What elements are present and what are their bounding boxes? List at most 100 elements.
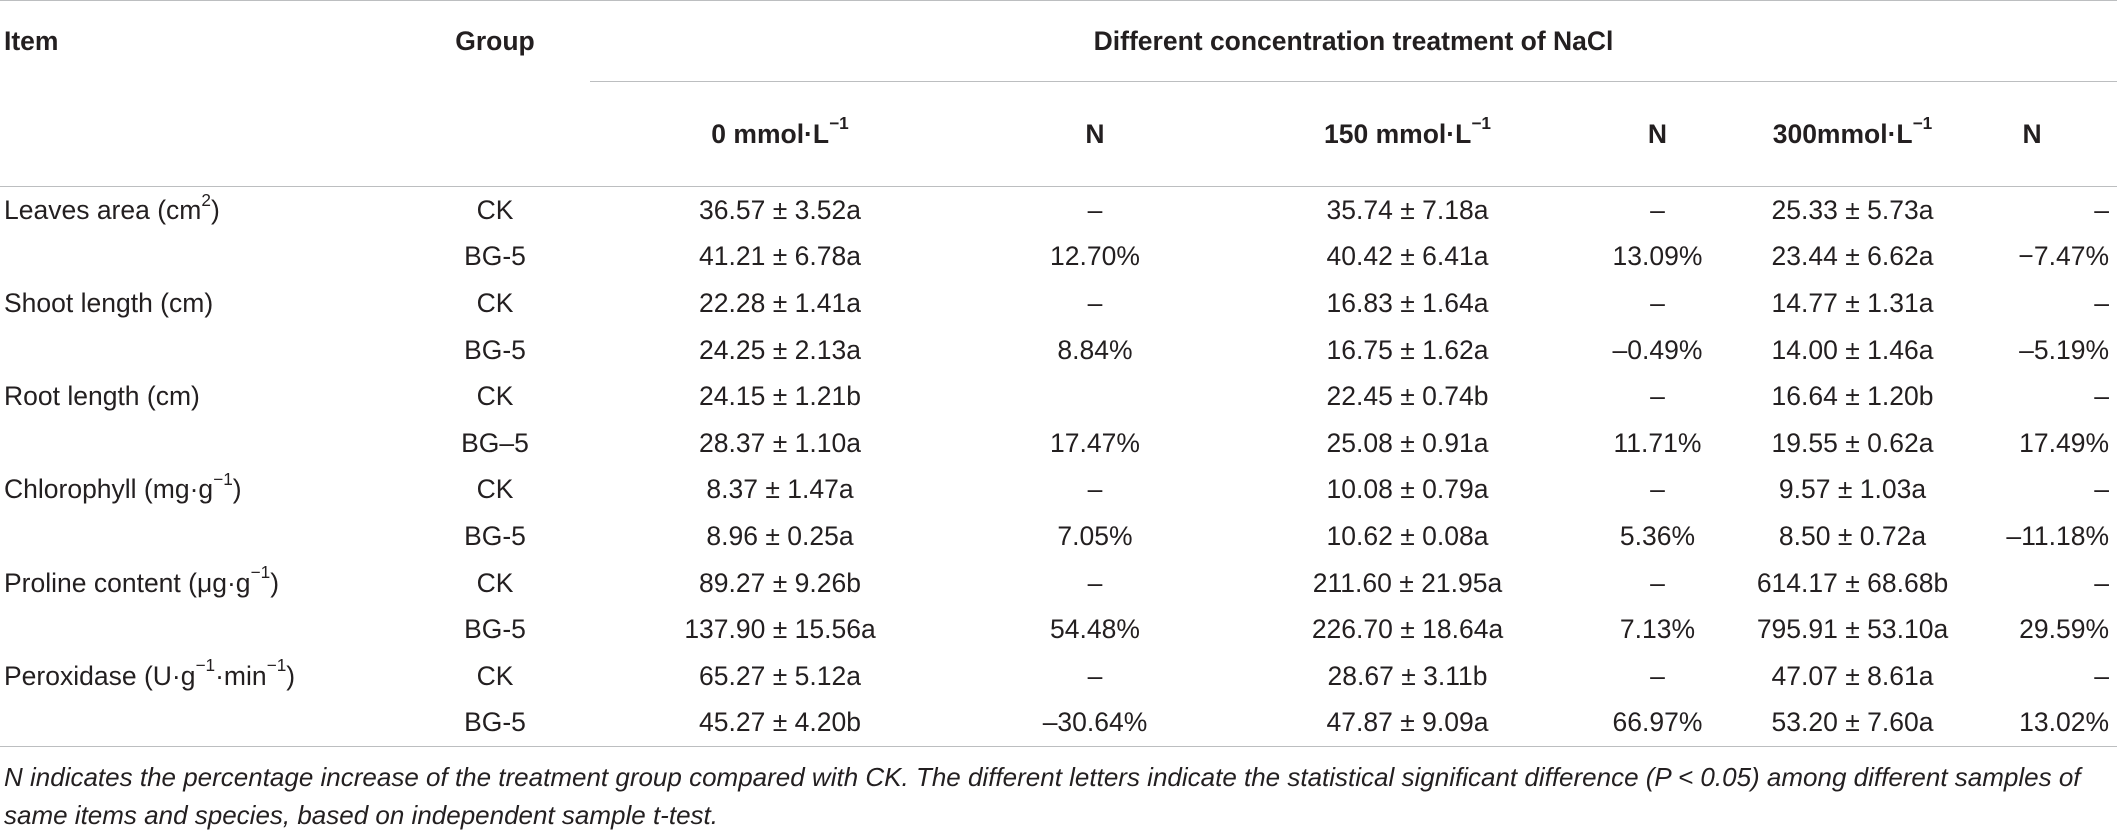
cell-n-0mmol: 17.47% [1050, 427, 1140, 458]
cell-n-0mmol: – [1087, 660, 1103, 691]
cell-group: CK [476, 567, 514, 598]
cell-n-0mmol: –30.64% [970, 699, 1220, 748]
cell-value-150mmol: 10.62 ± 0.08a [1326, 520, 1489, 551]
cell-value-300mmol: 53.20 ± 7.60a [1720, 699, 1985, 748]
cell-n-300mmol: 29.59% [2019, 614, 2110, 645]
cell-value-300mmol: 14.00 ± 1.46a [1771, 334, 1934, 365]
cell-value-150mmol: 211.60 ± 21.95a [1312, 567, 1503, 598]
cell-item [0, 327, 400, 374]
cell-value-300mmol: 19.55 ± 0.62a [1771, 427, 1934, 458]
cell-n-150mmol: – [1650, 194, 1665, 225]
cell-n-300mmol: – [2094, 567, 2110, 598]
cell-item [0, 513, 400, 560]
cell-n-0mmol: – [1087, 567, 1103, 598]
table-row: BG-5 41.21 ± 6.78a 12.70% 40.42 ± 6.41a 13.0… [0, 234, 2117, 281]
cell-n-300mmol: – [2094, 194, 2110, 225]
cell-item [0, 606, 400, 653]
table-row: BG-5 24.25 ± 2.13a 8.84% 16.75 ± 1.62a –0.49… [0, 327, 2117, 374]
cell-n-0mmol: 8.84% [1057, 334, 1133, 365]
cell-value-0mmol: 28.37 ± 1.10a [699, 427, 861, 458]
cell-n-150mmol: 13.09% [1612, 241, 1703, 272]
table-row: Shoot length (cm) CK 22.28 ± 1.41a – 16.83 ±… [0, 280, 2117, 327]
table-body: Leaves area (cm2) CK 36.57 ± 3.52a – 35.74 ±… [0, 187, 2117, 748]
cell-n-0mmol: 12.70% [1050, 241, 1140, 272]
table-row: Peroxidase (U·g−1·min−1) CK 65.27 ± 5.12a –… [0, 653, 2117, 700]
cell-item: Root length (cm) [4, 381, 200, 412]
cell-value-150mmol: 16.83 ± 1.64a [1326, 287, 1489, 318]
table-footnote: N indicates the percentage increase of t… [4, 762, 2081, 830]
header-row-1: Item Group Different concentration treat… [0, 0, 2117, 82]
cell-value-0mmol: 8.96 ± 0.25a [706, 520, 854, 551]
cell-value-300mmol: 9.57 ± 1.03a [1778, 474, 1927, 505]
cell-value-150mmol: 28.67 ± 3.11b [1327, 660, 1488, 691]
header-col-300mmol: 300mmol·L−1 [1720, 81, 1985, 187]
cell-n-300mmol: – [2094, 474, 2110, 505]
header-col-0mmol: 0 mmol·L−1 [590, 81, 970, 187]
cell-n-0mmol: 54.48% [1050, 614, 1140, 645]
cell-group: BG–5 [461, 427, 529, 458]
cell-group: BG-5 [464, 241, 526, 272]
table-row: BG-5 137.90 ± 15.56a 54.48% 226.70 ± 18.64a… [0, 606, 2117, 653]
header-concentration: Different concentration treatment of NaC… [590, 0, 2117, 82]
cell-value-300mmol: 47.07 ± 8.61a [1771, 660, 1934, 691]
cell-n-300mmol: 17.49% [2019, 427, 2110, 458]
header-col-n-300: N [1985, 81, 2117, 187]
cell-value-300mmol: 25.33 ± 5.73a [1771, 194, 1934, 225]
cell-n-150mmol: – [1650, 474, 1665, 505]
cell-value-150mmol: 22.45 ± 0.74b [1326, 381, 1489, 412]
table-row: Chlorophyll (mg·g−1) CK 8.37 ± 1.47a – 10.08… [0, 467, 2117, 514]
cell-n-0mmol: – [1087, 474, 1103, 505]
cell-value-0mmol: 137.90 ± 15.56a [684, 614, 876, 645]
header-blank-item [0, 81, 400, 187]
cell-n-300mmol: – [2094, 287, 2110, 318]
cell-item: Leaves area (cm2) [4, 189, 220, 225]
cell-value-0mmol: 41.21 ± 6.78a [699, 241, 861, 272]
cell-value-0mmol: 65.27 ± 5.12a [699, 660, 861, 691]
header-col-n-0: N [970, 81, 1220, 187]
cell-value-0mmol: 8.37 ± 1.47a [706, 474, 854, 505]
cell-value-300mmol: 14.77 ± 1.31a [1771, 287, 1934, 318]
cell-value-300mmol: 8.50 ± 0.72a [1778, 520, 1927, 551]
table-row: Root length (cm) CK 24.15 ± 1.21b 22.45 ± 0… [0, 373, 2117, 420]
cell-n-300mmol: –5.19% [2019, 334, 2110, 365]
cell-value-300mmol: 16.64 ± 1.20b [1771, 381, 1934, 412]
table-row: BG–5 28.37 ± 1.10a 17.47% 25.08 ± 0.91a 11.7… [0, 420, 2117, 467]
cell-item: Chlorophyll (mg·g−1) [4, 469, 242, 505]
cell-item [0, 234, 400, 281]
cell-n-150mmol: 11.71% [1613, 427, 1702, 458]
cell-n-150mmol: 5.36% [1619, 520, 1696, 551]
cell-n-150mmol: – [1650, 567, 1665, 598]
cell-n-300mmol: 13.02% [1985, 699, 2117, 748]
header-item: Item [0, 0, 400, 82]
cell-item [0, 699, 400, 748]
cell-item: Shoot length (cm) [4, 287, 214, 318]
cell-value-150mmol: 226.70 ± 18.64a [1311, 614, 1504, 645]
cell-group: CK [476, 660, 514, 691]
cell-n-150mmol: 66.97% [1595, 699, 1720, 748]
cell-group: CK [476, 381, 514, 412]
cell-n-150mmol: – [1650, 287, 1665, 318]
header-col-n-150: N [1595, 81, 1720, 187]
data-table-container: Item Group Different concentration treat… [0, 0, 2117, 748]
cell-n-300mmol: – [2094, 660, 2110, 691]
table-row: BG-5 8.96 ± 0.25a 7.05% 10.62 ± 0.08a 5.36% 8… [0, 513, 2117, 560]
cell-value-0mmol: 24.15 ± 1.21b [699, 381, 861, 412]
cell-value-0mmol: 36.57 ± 3.52a [699, 194, 861, 225]
cell-n-150mmol: 7.13% [1619, 614, 1696, 645]
cell-group: CK [476, 194, 514, 225]
cell-n-0mmol: – [1087, 287, 1103, 318]
cell-value-0mmol: 89.27 ± 9.26b [699, 567, 861, 598]
cell-value-0mmol: 24.25 ± 2.13a [699, 334, 861, 365]
cell-n-0mmol [970, 373, 1220, 420]
cell-group: CK [476, 287, 514, 318]
cell-value-300mmol: 23.44 ± 6.62a [1771, 241, 1934, 272]
table-row: Proline content (μg·g−1) CK 89.27 ± 9.26b –… [0, 560, 2117, 607]
cell-group: BG-5 [464, 614, 526, 645]
cell-item [0, 420, 400, 467]
cell-value-150mmol: 16.75 ± 1.62a [1326, 334, 1489, 365]
header-blank-group [400, 81, 590, 187]
cell-value-150mmol: 10.08 ± 0.79a [1326, 474, 1489, 505]
cell-n-150mmol: –0.49% [1612, 334, 1703, 365]
cell-value-300mmol: 795.91 ± 53.10a [1756, 614, 1949, 645]
cell-value-300mmol: 614.17 ± 68.68b [1756, 567, 1949, 598]
